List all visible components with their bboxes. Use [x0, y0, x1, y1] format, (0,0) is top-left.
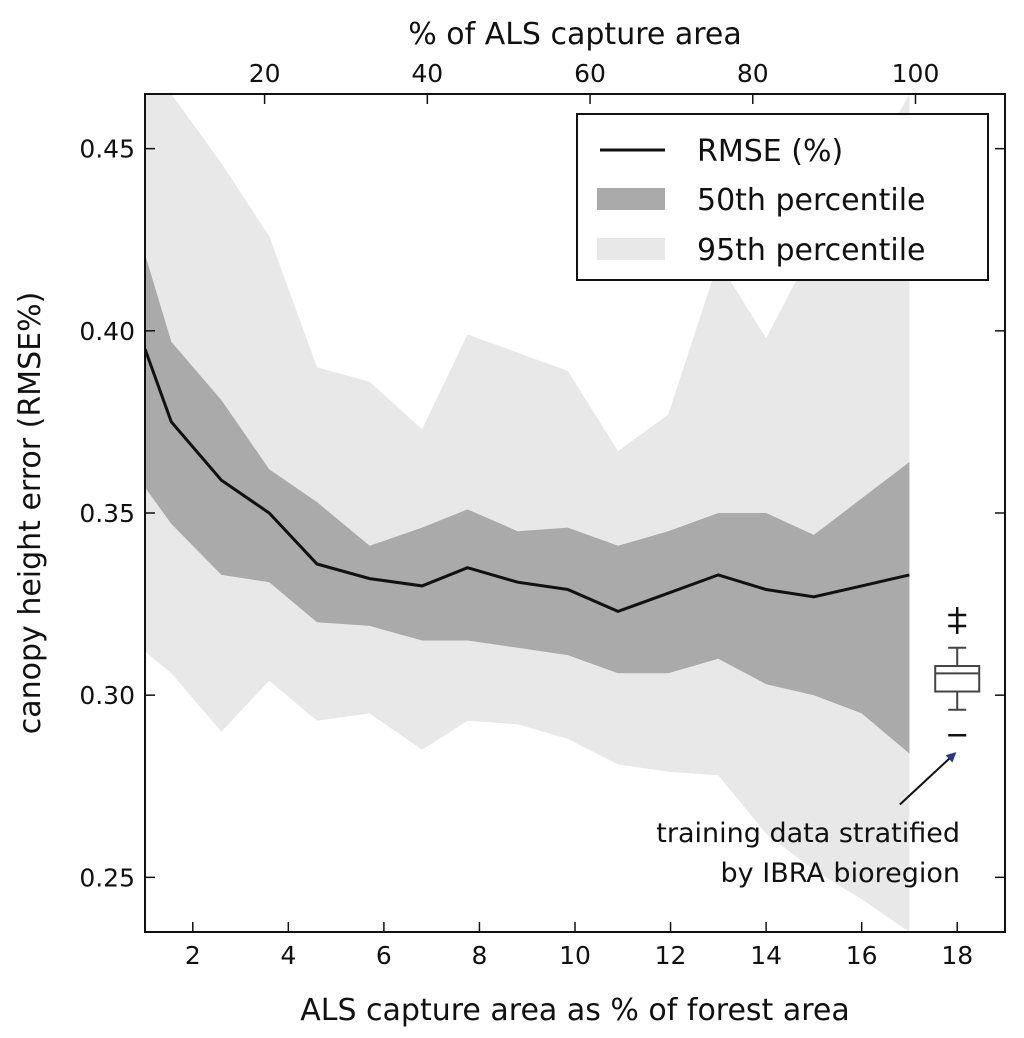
y-tick-label: 0.40 — [79, 317, 135, 346]
band-95th-percentile — [145, 94, 910, 932]
x-tick-label: 14 — [750, 941, 782, 970]
legend-label-rmse: RMSE (%) — [697, 134, 843, 169]
x-tick-label: 4 — [280, 941, 296, 970]
plot-frame — [144, 93, 1006, 933]
x-axis-title: ALS capture area as % of forest area — [300, 993, 850, 1028]
x-tick-label: 18 — [941, 941, 973, 970]
y-axis-title: canopy height error (RMSE%) — [13, 292, 48, 735]
ticks: 2 4 6 8 10 12 14 16 18 0.25 0.30 0.35 0.40 0.45 20 40 60… — [79, 59, 1005, 970]
x-tick-label: 2 — [185, 941, 201, 970]
x-tick-label: 8 — [471, 941, 487, 970]
y-tick-label: 0.25 — [79, 863, 135, 892]
x-tick-label: 6 — [376, 941, 392, 970]
legend: RMSE (%) 50th percentile 95th percentile — [576, 113, 989, 281]
legend-label-95th: 95th percentile — [697, 233, 926, 268]
top-x-tick-label: 80 — [737, 59, 769, 88]
top-x-axis-title: % of ALS capture area — [408, 17, 742, 52]
x-tick-label: 10 — [559, 941, 591, 970]
annotation-text-line-1: training data stratified — [656, 818, 960, 849]
top-x-tick-label: 40 — [411, 59, 443, 88]
y-tick-label: 0.45 — [79, 135, 135, 164]
y-tick-label: 0.30 — [79, 681, 135, 710]
y-tick-label: 0.35 — [79, 499, 135, 528]
x-tick-label: 16 — [846, 941, 878, 970]
boxplot — [934, 607, 981, 737]
x-tick-label: 12 — [655, 941, 687, 970]
top-x-tick-label: 20 — [249, 59, 281, 88]
legend-label-50th: 50th percentile — [697, 183, 926, 218]
plot-area — [145, 94, 910, 932]
legend-swatch-50th — [597, 188, 665, 210]
annotation: training data stratified by IBRA bioregio… — [656, 752, 960, 889]
annotation-arrow — [899, 752, 957, 806]
band-50th-percentile — [145, 254, 910, 754]
top-x-tick-label: 60 — [574, 59, 606, 88]
legend-swatch-95th — [597, 238, 665, 260]
boxplot-box — [934, 665, 981, 693]
top-x-tick-label: 100 — [892, 59, 940, 88]
annotation-text-line-2: by IBRA bioregion — [721, 858, 960, 889]
